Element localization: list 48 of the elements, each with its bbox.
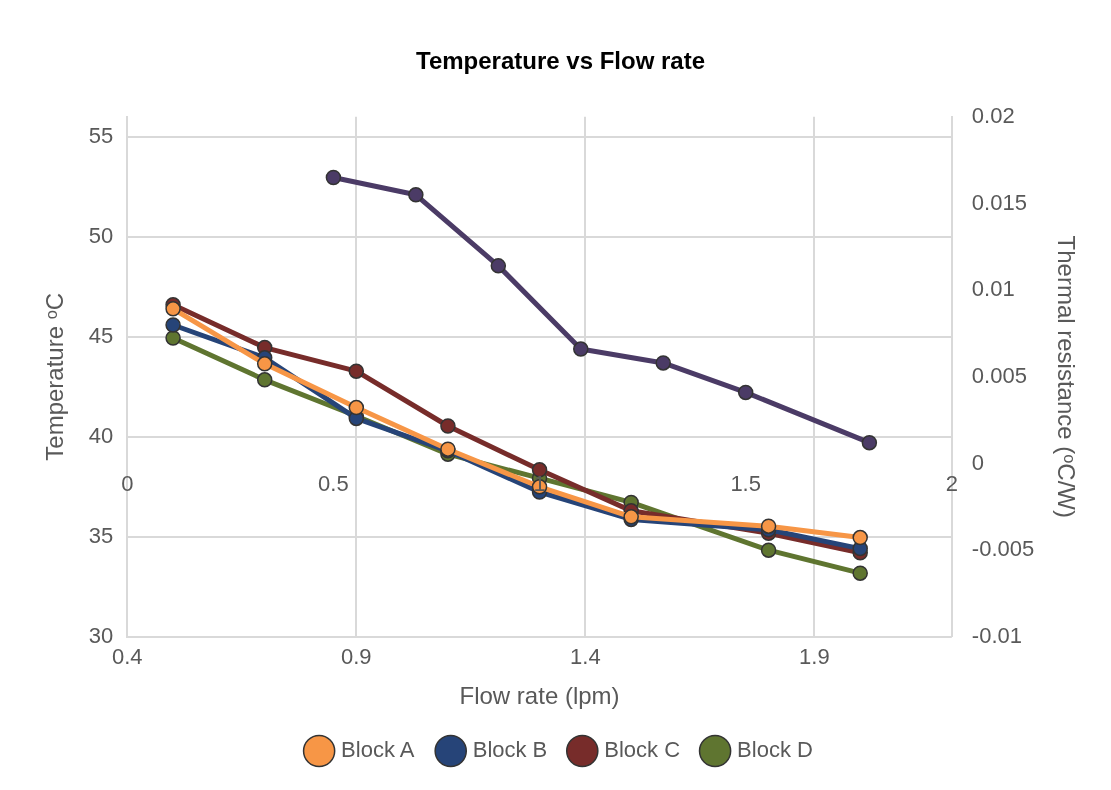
y2-tick-label: -0.01 [971,622,1022,648]
x-tick-label: 0.4 [111,644,143,670]
chart-title: Temperature vs Flow rate [416,47,705,75]
y-tick-label: 30 [88,622,114,648]
point [573,341,589,357]
x-axis-title: Flow rate (lpm) [459,682,620,710]
point [655,355,671,371]
point [165,317,181,333]
y2-tick-label: -0.005 [971,536,1035,562]
y-tick-label: 45 [88,322,114,348]
point [760,542,777,558]
point [490,258,507,274]
y-tick-label: 55 [88,122,114,148]
x-tick-label: 1.9 [799,644,830,670]
y-tick-label: 35 [88,522,114,548]
point [737,384,754,401]
point [256,356,273,372]
y2-tick-label: 0 [971,449,985,475]
legend-label: Block B [472,737,548,763]
point [440,418,456,434]
legend-label: Block D [737,737,813,763]
y-tick-label: 50 [88,222,114,248]
point [348,399,365,416]
point [861,434,878,451]
point [408,187,424,203]
point [852,565,868,581]
x2-tick-label: 0.5 [318,470,349,496]
y2-tick-label: 0.005 [971,362,1027,388]
point [256,372,273,388]
point [165,301,181,317]
x2-tick-label: 1.5 [730,470,761,496]
y2-tick-label: 0.015 [971,189,1027,215]
x2-tick-label: 2 [945,470,958,496]
point [325,169,342,186]
x-tick-label: 1.4 [570,644,601,670]
y-axis-title: Temperature ᵒC [41,292,69,461]
y2-tick-label: 0.01 [971,276,1015,302]
legend-label: Block C [604,737,681,763]
y2-axis-title: Thermal resistance (ᵒC/W) [1052,235,1080,519]
legend-label: Block A [341,737,415,763]
y-tick-label: 40 [88,422,114,448]
point [760,518,777,534]
x-tick-label: 0.9 [341,644,372,670]
point [348,363,365,379]
point [165,330,181,346]
y2-tick-label: 0.02 [971,102,1015,128]
point [852,529,868,546]
x2-tick-label: 0 [121,470,134,496]
